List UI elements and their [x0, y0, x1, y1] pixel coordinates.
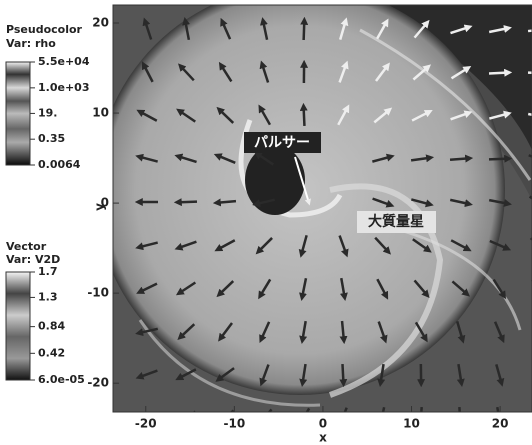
annotation: 大質量星: [368, 213, 424, 230]
y-tick-label: 0: [101, 196, 109, 210]
y-tick-label: -20: [87, 376, 109, 390]
legend-title: Pseudocolor: [6, 23, 83, 36]
legend: Pseudocolor Var: rho 5.5e+04 1.0e+03 19. 0.…: [6, 23, 90, 171]
figure: y x パルサー 大質量星 Pseudocolor Var: rho 5.5e+…: [0, 0, 532, 445]
legend-tick-label: 1.0e+03: [38, 81, 89, 94]
legend: Vector Var: V2D 1.71.30.840.426.0e-05: [6, 240, 85, 386]
x-tick-label: 20: [492, 417, 509, 431]
vector-arrow: [179, 412, 196, 423]
y-tick-label: 20: [92, 16, 109, 30]
colorbar: [6, 62, 30, 165]
vector-arrow: [450, 158, 470, 160]
vector-arrow: [489, 159, 509, 160]
vector-arrow: [489, 73, 509, 74]
legend-tick-label: 19.: [38, 106, 58, 119]
legend-tick-label: 0.0064: [38, 158, 81, 171]
legend-tick-label: 6.0e-05: [38, 373, 85, 386]
vector-arrow: [216, 201, 236, 203]
vector-arrow: [342, 364, 343, 384]
y-tick-label: 10: [92, 106, 109, 120]
x-tick-label: -10: [224, 417, 246, 431]
vector-arrow: [528, 73, 532, 74]
field-image: [95, 0, 532, 427]
x-tick-label: 10: [403, 417, 420, 431]
legend-tick-label: 1.3: [38, 290, 58, 303]
legend-tick-label: 0.35: [38, 132, 65, 145]
legend-tick-label: 1.7: [38, 265, 58, 278]
legend-tick-label: 0.84: [38, 320, 65, 333]
annotation: パルサー: [254, 135, 310, 151]
legend-tick-label: 0.42: [38, 346, 65, 359]
legend-variable: Var: rho: [6, 37, 56, 50]
legend-title: Vector: [6, 240, 47, 253]
vector-arrow: [459, 407, 460, 427]
colorbar: [6, 272, 30, 380]
x-tick-label: 0: [319, 417, 327, 431]
vector-arrow: [304, 106, 305, 126]
x-tick-label: -20: [135, 417, 157, 431]
vector-arrow: [177, 202, 197, 203]
legend-tick-label: 5.5e+04: [38, 55, 90, 68]
y-tick-label: -10: [87, 286, 109, 300]
x-axis-label: x: [319, 431, 327, 445]
vector-arrow: [304, 20, 305, 40]
vector-arrow: [420, 407, 421, 427]
